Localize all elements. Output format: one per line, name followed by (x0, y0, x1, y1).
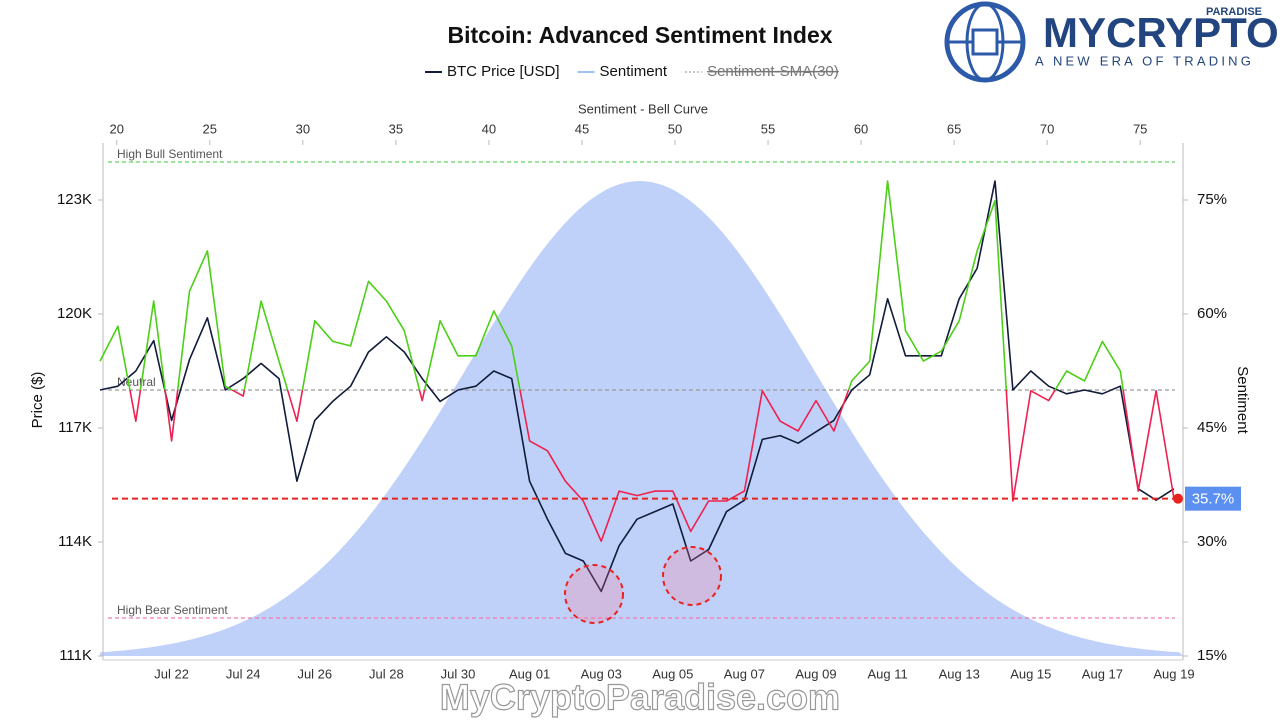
x-tick-label: Aug 09 (795, 666, 836, 681)
y2-tick-label: 75% (1197, 191, 1227, 208)
legend-label: Sentiment (600, 63, 668, 80)
price-line (99, 180, 1175, 593)
x2-tick-label: 40 (482, 121, 496, 136)
current-label: 35.7% (1192, 491, 1235, 508)
sentiment-line (99, 180, 1175, 542)
y2-tick-label: 15% (1197, 647, 1227, 664)
x-tick-label: Aug 07 (724, 666, 765, 681)
x-tick-label: Jul 30 (441, 666, 476, 681)
x2-tick-label: 70 (1040, 121, 1054, 136)
x-tick-label: Aug 15 (1010, 666, 1051, 681)
x2-tick-label: 20 (110, 121, 124, 136)
x2-tick-label: 50 (668, 121, 682, 136)
legend: BTC Price [USD] Sentiment Sentiment-SMA(30… (425, 63, 839, 80)
x2-tick-label: 30 (296, 121, 310, 136)
current-label-box (1185, 486, 1241, 511)
legend-label: Sentiment-SMA(30) (707, 63, 839, 80)
bell-curve (100, 181, 1183, 656)
x-tick-label: Jul 26 (297, 666, 332, 681)
plot-area: 111K 114K 117K 120K 123K 15% 30% 45% 60% 75% 20 25 3… (57, 121, 1241, 681)
logo-brand: MYCRYPTO (1043, 9, 1279, 56)
y-tick-label: 123K (57, 191, 92, 208)
x-tick-label: Jul 24 (226, 666, 261, 681)
y-tick-label: 117K (58, 419, 92, 436)
x-tick-label: Jul 28 (369, 666, 404, 681)
x-tick-label: Aug 17 (1082, 666, 1123, 681)
x2-tick-label: 60 (854, 121, 868, 136)
chart-title: Bitcoin: Advanced Sentiment Index (447, 22, 832, 48)
y2-tick-label: 30% (1197, 533, 1227, 550)
y-tick-label: 111K (59, 647, 92, 664)
x2-tick-label: 45 (575, 121, 589, 136)
watermark: MyCryptoParadise.com (440, 677, 840, 718)
y2-tick-label: 45% (1197, 419, 1227, 436)
y2-axis-title: Sentiment (1234, 366, 1251, 434)
y-tick-label: 114K (58, 533, 92, 550)
x-tick-label: Aug 11 (867, 666, 907, 681)
logo-chip (971, 28, 999, 56)
x2-tick-label: 25 (203, 121, 217, 136)
y2-tick-label: 60% (1197, 305, 1227, 322)
current-dot (1173, 493, 1183, 504)
x2-tick-label: 75 (1133, 121, 1147, 136)
x-tick-label: Jul 22 (154, 666, 189, 681)
x2-tick-label: 65 (947, 121, 961, 136)
x-tick-label: Aug 05 (652, 666, 693, 681)
x2-tick-label: 35 (389, 121, 403, 136)
x2-axis-title: Sentiment - Bell Curve (578, 101, 708, 116)
reference-label: High Bull Sentiment (117, 147, 223, 161)
y-axis-title: Price ($) (29, 372, 46, 429)
logo: MYCRYPTO PARADISE A NEW ERA OF TRADING (944, 1, 1279, 83)
x-tick-label: Aug 03 (581, 666, 622, 681)
x-tick-label: Aug 19 (1153, 666, 1194, 681)
y-tick-label: 120K (57, 305, 92, 322)
logo-sub: PARADISE (1206, 6, 1262, 18)
highlight-circle (564, 564, 624, 624)
legend-label: BTC Price [USD] (447, 63, 560, 80)
reference-label: High Bear Sentiment (117, 603, 228, 617)
highlight-circle (662, 546, 722, 606)
x2-tick-label: 55 (761, 121, 775, 136)
x-tick-label: Aug 01 (509, 666, 550, 681)
logo-tagline: A NEW ERA OF TRADING (1035, 53, 1254, 68)
x-tick-label: Aug 13 (939, 666, 980, 681)
